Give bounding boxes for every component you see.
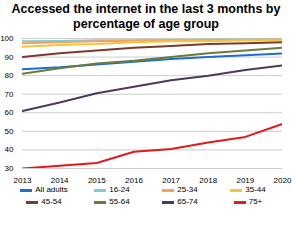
html-text:55-64: 55-64 xyxy=(109,197,130,206)
svg-text:30: 30 xyxy=(5,164,14,173)
svg-text:60: 60 xyxy=(5,108,14,117)
svg-text:50: 50 xyxy=(5,127,14,136)
html-text:Accessed the internet in the l: Accessed the internet in the last 3 mont… xyxy=(11,2,281,31)
svg-text:2017: 2017 xyxy=(162,176,180,184)
svg-text:90: 90 xyxy=(5,53,14,62)
svg-text:2014: 2014 xyxy=(51,176,69,184)
svg-text:40: 40 xyxy=(5,145,14,154)
html-text:45-54: 45-54 xyxy=(41,197,62,206)
html-text:16-24: 16-24 xyxy=(109,185,130,194)
svg-text:2019: 2019 xyxy=(236,176,254,184)
svg-text:2013: 2013 xyxy=(14,176,32,184)
svg-text:80: 80 xyxy=(5,71,14,80)
html-text:65-74: 65-74 xyxy=(177,197,198,206)
svg-text:2020: 2020 xyxy=(274,176,292,184)
svg-text:100: 100 xyxy=(0,34,14,43)
html-text:25-34: 25-34 xyxy=(177,185,198,194)
html-text:35-44: 35-44 xyxy=(245,185,266,194)
svg-text:2015: 2015 xyxy=(88,176,106,184)
svg-text:70: 70 xyxy=(5,90,14,99)
html-text:75+: 75+ xyxy=(248,197,263,206)
svg-text:2016: 2016 xyxy=(125,176,143,184)
svg-text:2018: 2018 xyxy=(199,176,217,184)
html-text:All adults: All adults xyxy=(35,185,68,194)
